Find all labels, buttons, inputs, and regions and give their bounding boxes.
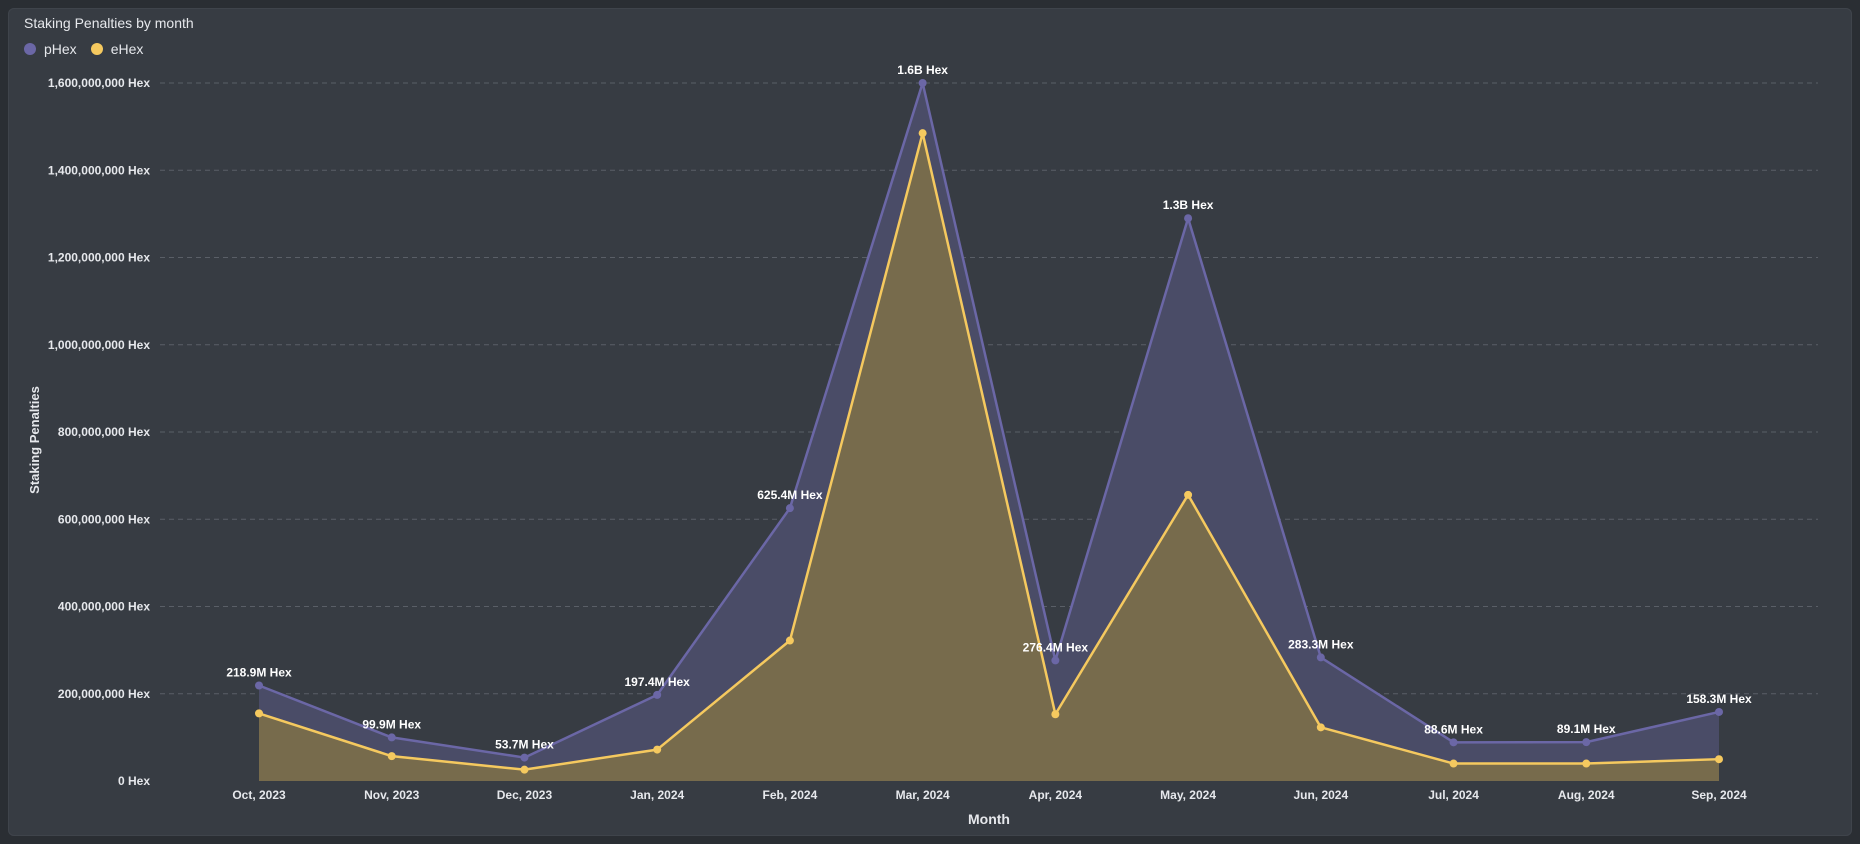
- x-tick-label: Jan, 2024: [630, 788, 684, 802]
- y-tick-label: 1,400,000,000 Hex: [48, 163, 150, 177]
- x-axis-label: Month: [968, 811, 1010, 827]
- point-ehex: [255, 709, 263, 718]
- x-tick-label: Jun, 2024: [1293, 788, 1348, 802]
- point-phex: [785, 504, 794, 513]
- legend-label-ehex: eHex: [110, 41, 144, 57]
- point-phex: [653, 690, 662, 699]
- x-tick-label: Aug, 2024: [1558, 788, 1615, 802]
- y-tick-label: 800,000,000 Hex: [58, 425, 150, 439]
- x-tick-label: Oct, 2023: [232, 788, 286, 802]
- data-label-phex: 53.7M Hex: [495, 738, 554, 752]
- point-phex: [387, 733, 396, 742]
- y-tick-label: 1,200,000,000 Hex: [48, 251, 150, 265]
- point-ehex: [1184, 490, 1193, 499]
- x-tick-label: Dec, 2023: [497, 788, 553, 802]
- legend: pHex eHex: [24, 41, 143, 57]
- point-phex: [1582, 738, 1591, 747]
- x-tick-label: May, 2024: [1160, 788, 1216, 802]
- legend-label-phex: pHex: [44, 41, 77, 57]
- point-ehex: [1316, 723, 1325, 732]
- point-ehex: [1051, 710, 1060, 719]
- legend-item-ehex[interactable]: eHex: [90, 41, 144, 57]
- x-tick-label: Nov, 2023: [364, 788, 419, 802]
- legend-item-phex[interactable]: pHex: [24, 41, 77, 57]
- point-phex: [1449, 738, 1458, 747]
- y-tick-label: 1,000,000,000 Hex: [48, 338, 150, 352]
- y-tick-label: 1,600,000,000 Hex: [48, 76, 150, 90]
- legend-dot-ehex: [90, 43, 103, 55]
- area-ehex: [259, 133, 1719, 781]
- x-tick-label: Jul, 2024: [1428, 788, 1479, 802]
- point-ehex: [918, 129, 927, 138]
- point-phex: [1715, 707, 1723, 716]
- line-phex: [258, 81, 1720, 759]
- y-tick-label: 600,000,000 Hex: [58, 512, 150, 526]
- point-phex: [255, 681, 263, 690]
- point-ehex: [1582, 759, 1591, 768]
- data-label-phex: 99.9M Hex: [362, 717, 421, 731]
- data-label-phex: 197.4M Hex: [624, 675, 690, 689]
- point-phex: [1051, 656, 1060, 665]
- x-tick-label: Apr, 2024: [1029, 788, 1083, 802]
- data-label-phex: 276.4M Hex: [1023, 640, 1089, 654]
- point-phex: [1316, 653, 1325, 662]
- data-label-phex: 1.6B Hex: [897, 63, 948, 77]
- data-label-phex: 625.4M Hex: [757, 488, 823, 502]
- data-label-phex: 89.1M Hex: [1557, 722, 1616, 736]
- data-label-phex: 158.3M Hex: [1686, 692, 1752, 706]
- data-label-phex: 218.9M Hex: [226, 666, 292, 680]
- y-tick-label: 400,000,000 Hex: [58, 600, 150, 614]
- legend-dot-phex: [24, 43, 36, 55]
- x-tick-label: Sep, 2024: [1691, 788, 1747, 802]
- point-phex: [1184, 214, 1193, 223]
- point-ehex: [520, 765, 529, 774]
- point-ehex: [785, 636, 794, 645]
- data-label-phex: 88.6M Hex: [1424, 722, 1483, 736]
- data-label-phex: 1.3B Hex: [1163, 198, 1214, 212]
- point-ehex: [387, 752, 396, 761]
- line-ehex: [258, 131, 1720, 771]
- point-ehex: [1715, 755, 1723, 764]
- chart-title: Staking Penalties by month: [24, 15, 194, 31]
- point-ehex: [653, 745, 662, 754]
- x-tick-label: Mar, 2024: [896, 788, 950, 802]
- y-tick-label: 200,000,000 Hex: [58, 687, 150, 701]
- y-axis-label: Staking Penalties: [27, 386, 42, 494]
- point-phex: [520, 753, 529, 762]
- y-tick-label: 0 Hex: [118, 774, 150, 788]
- point-ehex: [1449, 759, 1458, 768]
- point-phex: [918, 79, 927, 87]
- data-label-phex: 283.3M Hex: [1288, 637, 1354, 651]
- x-tick-label: Feb, 2024: [763, 788, 818, 802]
